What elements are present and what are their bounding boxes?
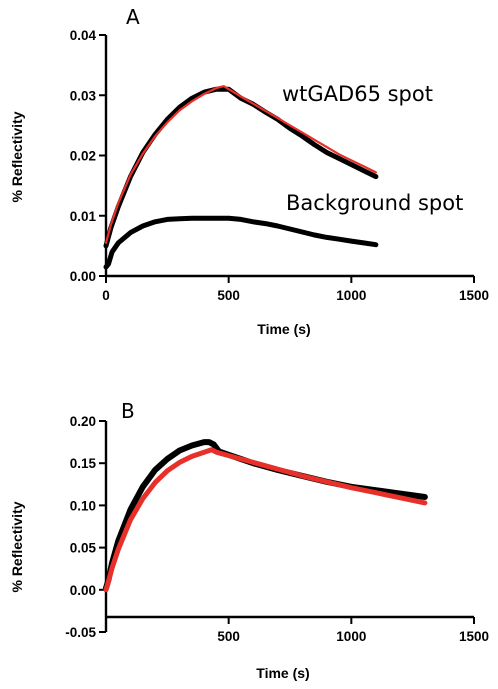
panel-a-x-tick-label: 1500 [459, 288, 489, 303]
panel-b-y-tick-label: -0.05 [65, 625, 96, 640]
panel-a-letter: A [126, 5, 140, 29]
panel-a-y-tick-label: 0.01 [70, 209, 97, 224]
panel-a-y-tick-label: 0.02 [70, 149, 96, 164]
panel-b-y-tick-label: 0.10 [70, 498, 96, 513]
panel-b-y-tick-label: 0.00 [70, 583, 96, 598]
panel-b: B % Reflectivity Time (s) -0.05 0.00 0.05 0… [9, 399, 489, 681]
panel-a-y-axis-title: % Reflectivity [9, 111, 25, 202]
panel-a-y-tick-label: 0.00 [70, 269, 96, 284]
panel-a-x-tick-label: 1000 [336, 288, 366, 303]
panel-b-y-tick-label: 0.05 [70, 541, 97, 556]
panel-b-x-tick-label: 1500 [459, 629, 489, 644]
panel-a-x-tick-label: 0 [102, 288, 110, 303]
panel-a-y-tick-label: 0.03 [70, 88, 97, 103]
panel-b-y-tick-label: 0.20 [70, 414, 96, 429]
panel-a-x-axis-title: Time (s) [257, 321, 310, 337]
panel-b-x-axis-title: Time (s) [256, 665, 309, 681]
wtgad65-spot-label: wtGAD65 spot [282, 82, 433, 106]
panel-b-y-tick-label: 0.15 [70, 456, 97, 471]
panel-a-series-1-fit-line [104, 85, 377, 244]
panel-b-x-tick-label: 1000 [336, 629, 366, 644]
panel-a-y-tick-label: 0.04 [70, 28, 97, 43]
panel-a-x-tick-label: 500 [217, 288, 240, 303]
panel-b-letter: B [121, 399, 135, 423]
background-spot-label: Background spot [286, 191, 463, 215]
panel-b-x-tick-label: 500 [217, 629, 240, 644]
panel-a: A wtGAD65 spot Background spot % Reflect… [9, 5, 489, 337]
panel-a-series-2-data-line [103, 215, 379, 270]
panel-b-y-axis-title: % Reflectivity [9, 501, 25, 592]
panel-b-series-1-fit-line [103, 447, 428, 593]
